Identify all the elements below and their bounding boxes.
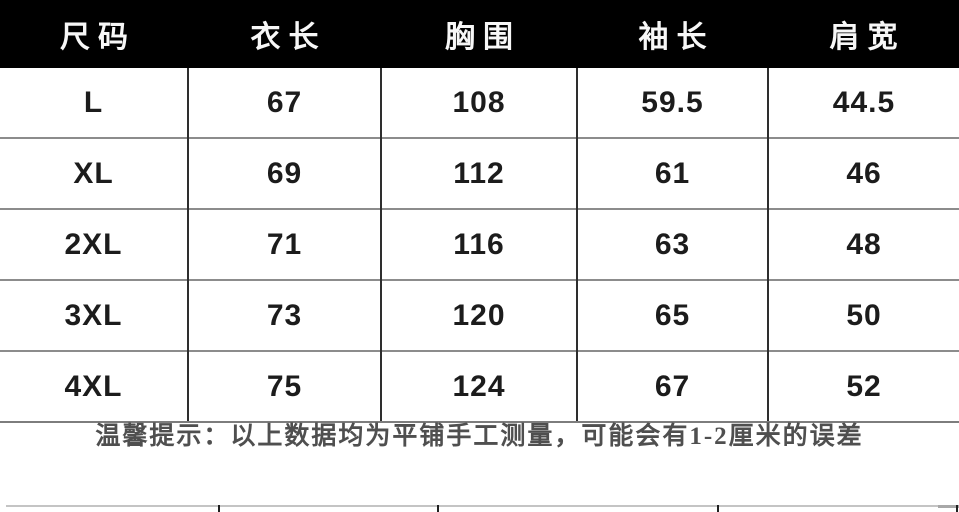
size-chart-header: 尺码 衣长 胸围 袖长 肩宽 (0, 0, 959, 68)
value-cell: 67 (187, 68, 381, 138)
header-cell-chest: 胸围 (381, 0, 577, 68)
next-table-divider-tick (437, 505, 439, 512)
value-cell: 59.5 (576, 68, 768, 138)
value-cell: 63 (576, 208, 768, 280)
table-row: XL 69 112 61 46 (0, 137, 959, 209)
value-cell: 65 (576, 279, 768, 351)
table-row: 2XL 71 116 63 48 (0, 208, 959, 280)
next-table-top-border (6, 505, 959, 507)
size-chart-body: L 67 108 59.5 44.5 XL 69 112 61 46 2XL 7… (0, 68, 959, 423)
size-cell: L (0, 68, 188, 138)
table-row: 3XL 73 120 65 50 (0, 279, 959, 351)
value-cell: 75 (187, 350, 381, 423)
table-row: L 67 108 59.5 44.5 (0, 68, 959, 138)
measurement-note: 温馨提示：以上数据均为平铺手工测量，可能会有1-2厘米的误差 (95, 423, 864, 450)
next-table-divider-tick (218, 505, 220, 512)
value-cell: 108 (380, 68, 577, 138)
value-cell: 112 (380, 137, 577, 209)
value-cell: 73 (187, 279, 381, 351)
value-cell: 120 (380, 279, 577, 351)
value-cell: 46 (767, 137, 959, 209)
value-cell: 67 (576, 350, 768, 423)
next-table-divider-tick (956, 505, 958, 512)
next-table-top-border-dark-segment (938, 505, 959, 508)
value-cell: 44.5 (767, 68, 959, 138)
next-table-divider-tick (717, 505, 719, 512)
value-cell: 48 (767, 208, 959, 280)
size-chart-table: 尺码 衣长 胸围 袖长 肩宽 L 67 108 59.5 44.5 XL 69 … (0, 0, 959, 423)
header-cell-shoulder: 肩宽 (768, 0, 959, 68)
size-cell: XL (0, 137, 188, 209)
header-cell-sleeve: 袖长 (577, 0, 768, 68)
header-cell-length: 衣长 (188, 0, 381, 68)
size-cell: 3XL (0, 279, 188, 351)
header-row: 尺码 衣长 胸围 袖长 肩宽 (0, 0, 959, 68)
value-cell: 71 (187, 208, 381, 280)
value-cell: 69 (187, 137, 381, 209)
value-cell: 124 (380, 350, 577, 423)
value-cell: 50 (767, 279, 959, 351)
table-row: 4XL 75 124 67 52 (0, 350, 959, 423)
value-cell: 61 (576, 137, 768, 209)
size-cell: 4XL (0, 350, 188, 423)
value-cell: 116 (380, 208, 577, 280)
header-cell-size: 尺码 (0, 0, 188, 68)
value-cell: 52 (767, 350, 959, 423)
size-cell: 2XL (0, 208, 188, 280)
